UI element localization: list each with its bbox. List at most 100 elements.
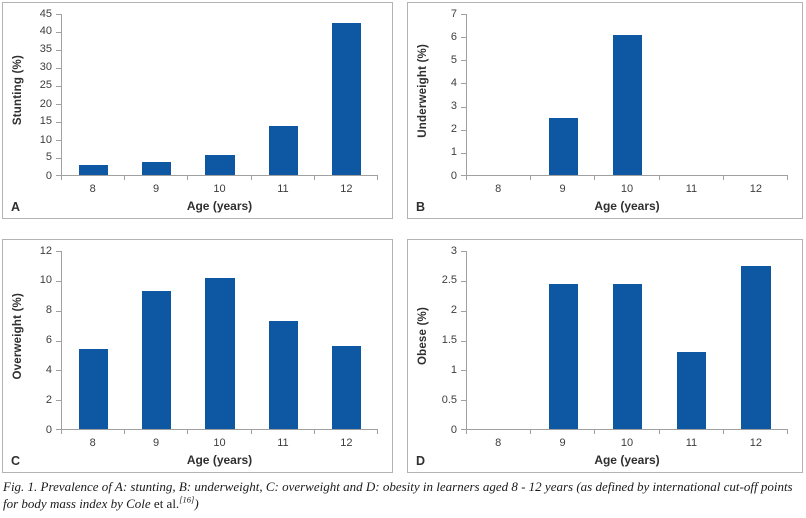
y-axis-title: Overweight (%) [12, 292, 24, 380]
y-axis-title-wrap: Obese (%) [408, 240, 434, 472]
y-axis-title: Underweight (%) [417, 43, 429, 138]
y-tick-label: 7 [450, 7, 457, 20]
panel-letter: D [416, 454, 426, 468]
bar-age-10 [612, 283, 643, 429]
x-tick-mark [467, 176, 532, 180]
y-tick-label: 45 [39, 7, 52, 20]
bar-slot [252, 14, 315, 175]
y-tick-mark [461, 83, 466, 85]
x-tick-mark [660, 430, 724, 434]
plot-area [466, 14, 788, 176]
y-axis-ticks: 12 10 8 6 4 2 0 [29, 245, 61, 436]
y-axis-title-wrap: Overweight (%) [3, 240, 29, 472]
chart-area: 12 10 8 6 4 2 0 8 9 10 11 12 Age (years) [29, 240, 392, 472]
x-tick-label: 11 [685, 183, 698, 195]
panel-letter: A [11, 200, 21, 214]
y-tick-label: 0 [450, 169, 457, 182]
bar-slot [315, 251, 378, 429]
y-tick-mark [461, 152, 466, 154]
y-tick-label: 10 [39, 274, 52, 287]
x-axis-title: Age (years) [186, 199, 253, 213]
bar-age-11 [268, 320, 298, 429]
x-tick-label: 9 [153, 437, 160, 449]
plot-area [466, 251, 788, 430]
y-axis-ticks: 7 6 5 4 3 2 1 0 [434, 8, 466, 182]
y-tick-mark [461, 175, 466, 176]
y-axis-title: Obese (%) [417, 306, 429, 366]
x-tick-mark [252, 430, 315, 434]
bar-slot [724, 251, 788, 429]
y-tick-label: 15 [39, 115, 52, 128]
bar-slot [252, 251, 315, 429]
bar-slot [125, 251, 188, 429]
y-tick-mark [56, 370, 61, 372]
y-tick-mark [56, 49, 61, 51]
x-tick-mark [467, 430, 532, 434]
bar-age-12 [331, 345, 361, 429]
bar-age-8 [79, 164, 109, 175]
x-tick-mark [531, 430, 596, 434]
x-axis-ticks [466, 176, 789, 180]
bar-age-10 [205, 277, 235, 429]
y-tick-mark [56, 14, 61, 15]
y-tick-mark [56, 122, 61, 123]
plot-row: 3 2.5 2 1.5 1 0.5 0 [434, 245, 788, 436]
chart-area: 45 40 35 30 25 20 15 10 5 0 8 9 10 11 12 Age (years) [29, 3, 392, 218]
y-tick-label: 0.5 [441, 393, 457, 406]
bar-age-11 [268, 126, 298, 175]
x-tick-label: 8 [89, 437, 96, 449]
figure-caption: Fig. 1. Prevalence of A: stunting, B: un… [0, 479, 806, 513]
bar-slot [188, 251, 251, 429]
caption-reference-superscript: [16] [179, 494, 195, 505]
y-tick-mark [56, 400, 61, 402]
x-axis-title: Age (years) [594, 199, 660, 213]
y-tick-mark [461, 310, 466, 312]
y-axis-ticks: 3 2.5 2 1.5 1 0.5 0 [434, 245, 466, 436]
plot-area [61, 251, 378, 430]
x-tick-label: 10 [620, 183, 634, 195]
x-tick-label: 12 [340, 183, 353, 195]
y-tick-label: 0 [45, 169, 52, 182]
bar-age-9 [142, 291, 172, 429]
panel-letter: C [11, 454, 21, 468]
y-tick-mark [461, 60, 466, 62]
y-tick-mark [461, 370, 466, 372]
y-axis-title: Stunting (%) [12, 55, 24, 126]
x-axis-ticks [61, 430, 379, 434]
y-tick-label: 10 [39, 133, 52, 146]
x-axis-labels: 8 9 10 11 12 [466, 183, 788, 195]
bar-slot [724, 14, 788, 175]
y-tick-label: 2.5 [441, 274, 457, 287]
x-tick-mark [595, 176, 660, 180]
y-tick-mark [56, 157, 61, 159]
y-tick-label: 1 [450, 146, 457, 159]
y-tick-mark [56, 280, 61, 282]
x-tick-mark [252, 176, 315, 180]
y-tick-mark [461, 106, 466, 108]
x-tick-mark [724, 430, 789, 434]
x-tick-mark [660, 176, 724, 180]
x-tick-mark [62, 176, 126, 180]
x-tick-label: 8 [89, 183, 96, 195]
x-tick-label: 9 [559, 437, 566, 449]
y-tick-label: 2 [45, 393, 52, 406]
panel-letter: B [416, 200, 426, 214]
x-tick-mark [595, 430, 660, 434]
bar-slot [595, 14, 659, 175]
plot-area [61, 14, 378, 176]
y-tick-mark [461, 37, 466, 39]
x-tick-mark [724, 176, 789, 180]
plot-row: 12 10 8 6 4 2 0 [29, 245, 378, 436]
chart-panel-overweight: Overweight (%) 12 10 8 6 4 2 0 8 9 10 11 12 Age (y… [2, 239, 393, 473]
bar-slot [531, 14, 595, 175]
caption-etal: et al. [153, 495, 180, 511]
y-tick-label: 30 [39, 61, 52, 74]
x-axis-title: Age (years) [594, 453, 660, 467]
plot-row: 45 40 35 30 25 20 15 10 5 0 [29, 8, 378, 182]
x-tick-label: 10 [213, 437, 226, 449]
x-tick-label: 9 [153, 183, 160, 195]
y-tick-label: 8 [45, 304, 52, 317]
